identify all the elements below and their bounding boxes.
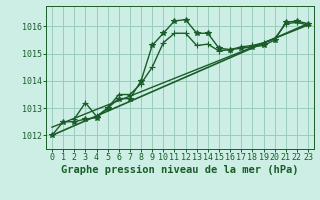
- X-axis label: Graphe pression niveau de la mer (hPa): Graphe pression niveau de la mer (hPa): [61, 165, 299, 175]
